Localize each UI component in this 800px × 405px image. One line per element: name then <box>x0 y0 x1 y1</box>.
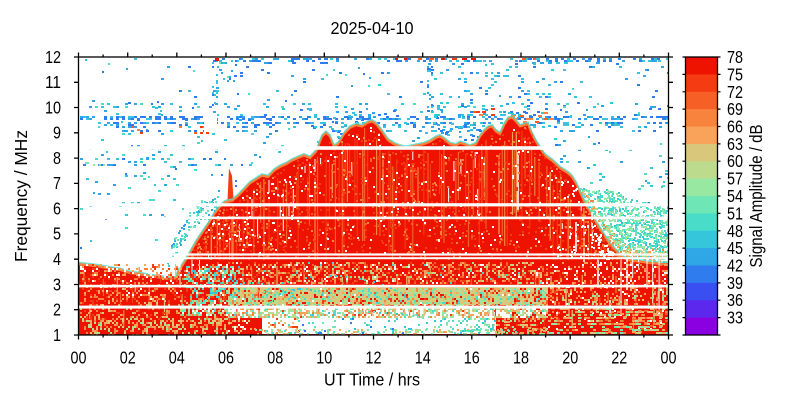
svg-text:12: 12 <box>366 348 382 368</box>
svg-text:6: 6 <box>53 198 61 218</box>
svg-text:39: 39 <box>727 273 743 293</box>
svg-text:51: 51 <box>727 203 743 223</box>
svg-text:9: 9 <box>53 123 61 143</box>
svg-text:10: 10 <box>45 97 61 117</box>
svg-text:00: 00 <box>661 348 677 368</box>
svg-text:02: 02 <box>120 348 136 368</box>
svg-text:54: 54 <box>727 186 743 206</box>
svg-text:63: 63 <box>727 134 743 154</box>
svg-text:4: 4 <box>53 249 61 269</box>
svg-text:3: 3 <box>53 274 61 294</box>
svg-text:75: 75 <box>727 64 743 84</box>
svg-text:06: 06 <box>218 348 234 368</box>
svg-text:42: 42 <box>727 256 743 276</box>
svg-text:22: 22 <box>611 348 627 368</box>
svg-text:10: 10 <box>316 348 332 368</box>
svg-text:7: 7 <box>53 173 61 193</box>
svg-text:20: 20 <box>562 348 578 368</box>
svg-text:69: 69 <box>727 99 743 119</box>
svg-text:78: 78 <box>727 47 743 67</box>
svg-text:57: 57 <box>727 169 743 189</box>
svg-text:72: 72 <box>727 82 743 102</box>
svg-text:1: 1 <box>53 325 61 345</box>
svg-text:33: 33 <box>727 308 743 328</box>
svg-text:11: 11 <box>45 72 61 92</box>
svg-text:14: 14 <box>415 348 431 368</box>
svg-text:16: 16 <box>464 348 480 368</box>
svg-text:12: 12 <box>45 47 61 67</box>
svg-text:UT Time / hrs: UT Time / hrs <box>324 370 420 390</box>
svg-text:2025-04-10: 2025-04-10 <box>331 18 414 38</box>
svg-text:45: 45 <box>727 238 743 258</box>
svg-text:48: 48 <box>727 221 743 241</box>
svg-text:00: 00 <box>71 348 87 368</box>
svg-text:Frequency / MHz: Frequency / MHz <box>11 130 31 262</box>
svg-text:60: 60 <box>727 151 743 171</box>
svg-text:5: 5 <box>53 224 61 244</box>
svg-text:2: 2 <box>53 300 61 320</box>
svg-text:36: 36 <box>727 290 743 310</box>
svg-text:04: 04 <box>169 348 185 368</box>
svg-text:18: 18 <box>513 348 529 368</box>
svg-text:Signal Amplitude / dB: Signal Amplitude / dB <box>746 125 766 268</box>
svg-text:8: 8 <box>53 148 61 168</box>
svg-text:08: 08 <box>267 348 283 368</box>
svg-text:66: 66 <box>727 117 743 137</box>
